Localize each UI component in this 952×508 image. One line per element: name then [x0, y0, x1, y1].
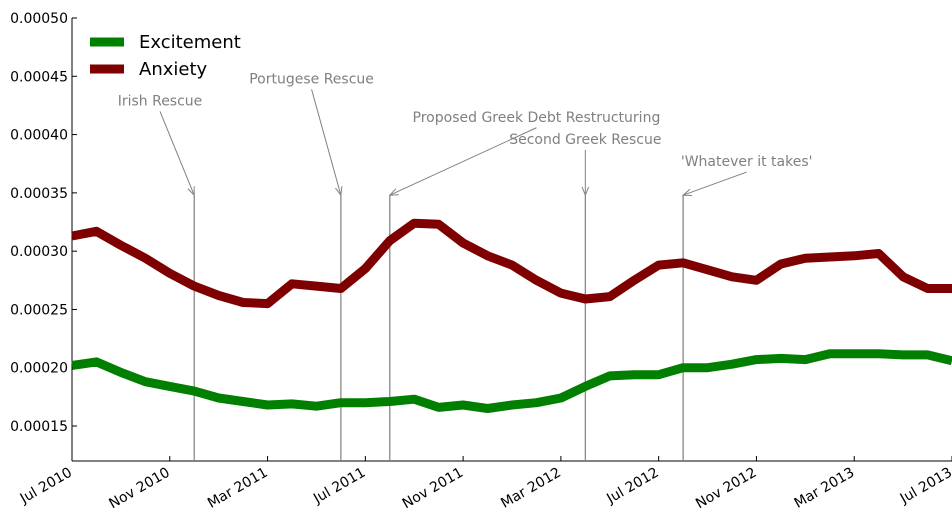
x-tick-label: Jul 2013 — [897, 465, 952, 508]
x-ticks: Jul 2010 Nov 2010 Mar 2011 Jul 2011 Nov 2011… — [17, 456, 952, 508]
annotation-arrow — [682, 171, 747, 196]
series-line-anxiety — [71, 218, 952, 309]
annotation-arrow — [311, 89, 342, 196]
annotation-arrowhead — [388, 188, 399, 196]
x-tick-label: Mar 2011 — [205, 465, 271, 508]
x-tick-label: Nov 2012 — [693, 465, 759, 508]
legend: Excitement Anxiety — [90, 32, 241, 80]
x-tick-label: Nov 2010 — [106, 465, 172, 508]
x-tick-label: Mar 2013 — [792, 465, 858, 508]
annotation-arrowhead — [681, 188, 693, 196]
y-tick-label: 0.00045 — [10, 69, 68, 85]
annotation-arrowhead — [187, 186, 195, 197]
y-ticks: 0.00015 0.00020 0.00025 0.00030 0.00035 0.000… — [10, 11, 77, 435]
y-tick-label: 0.00020 — [10, 361, 68, 377]
annotation-arrow — [159, 111, 195, 196]
annotation-arrowhead — [581, 186, 590, 197]
annotation-label: Irish Rescue — [118, 93, 203, 109]
series-lines — [71, 218, 952, 413]
y-tick-label: 0.00050 — [10, 11, 68, 27]
y-tick-label: 0.00040 — [10, 128, 68, 144]
annotation-label: Second Greek Rescue — [509, 132, 661, 148]
y-tick-label: 0.00025 — [10, 302, 68, 318]
annotation-label: Portugese Rescue — [249, 71, 374, 87]
legend-label-anxiety: Anxiety — [139, 59, 208, 80]
x-tick-label: Jul 2011 — [310, 465, 368, 508]
y-tick-label: 0.00015 — [10, 419, 68, 435]
annotation-label: Proposed Greek Debt Restructuring — [413, 110, 661, 126]
y-tick-label: 0.00035 — [10, 186, 68, 202]
axes — [71, 18, 952, 462]
legend-label-excitement: Excitement — [139, 32, 241, 53]
annotations: Irish Rescue Portugese Rescue Proposed Gre… — [118, 71, 813, 461]
x-tick-label: Mar 2012 — [498, 465, 564, 508]
series-line-excitement — [71, 349, 952, 413]
x-tick-label: Jul 2010 — [17, 465, 75, 508]
y-tick-label: 0.00030 — [10, 244, 68, 260]
annotation-arrow — [389, 127, 537, 196]
annotation-label: 'Whatever it takes' — [681, 154, 813, 170]
annotation-arrowhead — [335, 186, 343, 197]
x-tick-label: Nov 2011 — [400, 465, 466, 508]
x-tick-label: Jul 2012 — [603, 465, 661, 508]
